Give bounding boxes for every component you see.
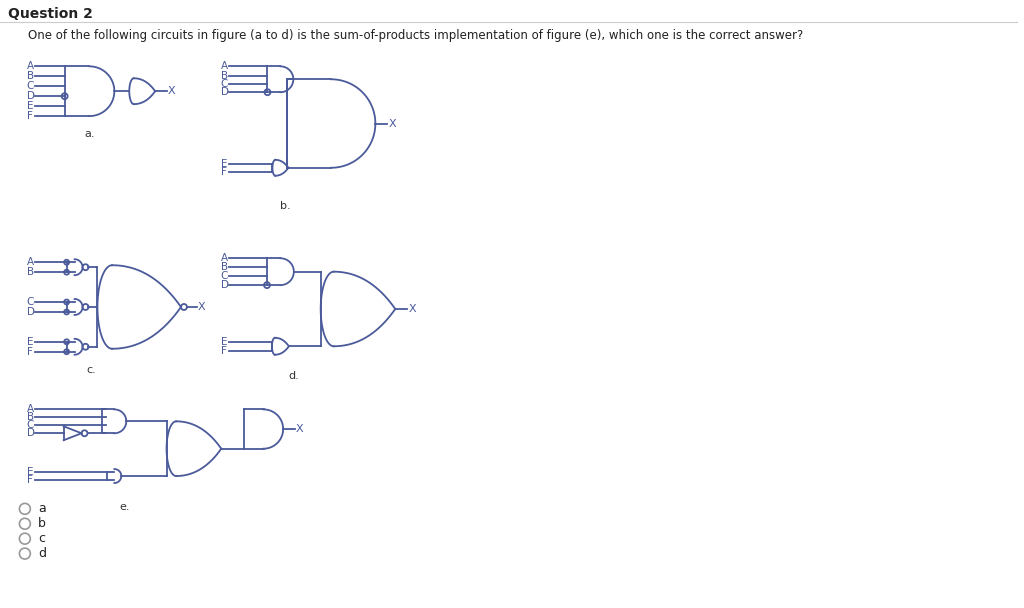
Text: X: X (168, 86, 176, 96)
Text: c.: c. (86, 365, 96, 375)
Text: a: a (38, 502, 45, 516)
Text: X: X (296, 424, 304, 434)
Text: F: F (27, 347, 33, 357)
Text: F: F (221, 346, 226, 356)
Text: D: D (27, 428, 35, 438)
Text: A: A (221, 254, 228, 263)
Text: One of the following circuits in figure (a to d) is the sum-of-products implemen: One of the following circuits in figure … (28, 29, 803, 42)
Text: A: A (27, 404, 34, 415)
Text: A: A (221, 61, 228, 71)
Text: F: F (27, 475, 33, 485)
Text: D: D (221, 87, 228, 97)
Text: C: C (27, 420, 34, 430)
Text: B: B (27, 412, 34, 423)
Text: E: E (27, 337, 34, 347)
Text: F: F (221, 167, 226, 177)
Text: B: B (221, 71, 228, 81)
Text: B: B (27, 267, 34, 277)
Text: A: A (27, 257, 34, 268)
Text: E: E (221, 159, 227, 169)
Text: B: B (221, 262, 228, 272)
Text: b.: b. (281, 201, 291, 210)
Text: E: E (221, 337, 227, 347)
Text: a.: a. (85, 129, 95, 139)
Text: E: E (27, 467, 34, 477)
Text: b: b (38, 517, 46, 530)
Text: X: X (198, 302, 206, 312)
Text: C: C (221, 79, 228, 89)
Text: c: c (38, 532, 45, 545)
Text: A: A (27, 61, 34, 71)
Text: d.: d. (289, 371, 299, 381)
Text: d: d (38, 547, 46, 560)
Text: D: D (27, 307, 35, 317)
Text: X: X (388, 119, 396, 128)
Text: C: C (27, 297, 34, 307)
Text: B: B (27, 71, 34, 81)
Text: Question 2: Question 2 (8, 7, 93, 21)
Text: C: C (27, 81, 34, 91)
Text: C: C (221, 271, 228, 281)
Text: X: X (409, 304, 416, 314)
Text: D: D (27, 91, 35, 101)
Text: F: F (27, 111, 33, 121)
Text: E: E (27, 101, 34, 111)
Text: D: D (221, 280, 228, 290)
Text: e.: e. (120, 502, 130, 512)
